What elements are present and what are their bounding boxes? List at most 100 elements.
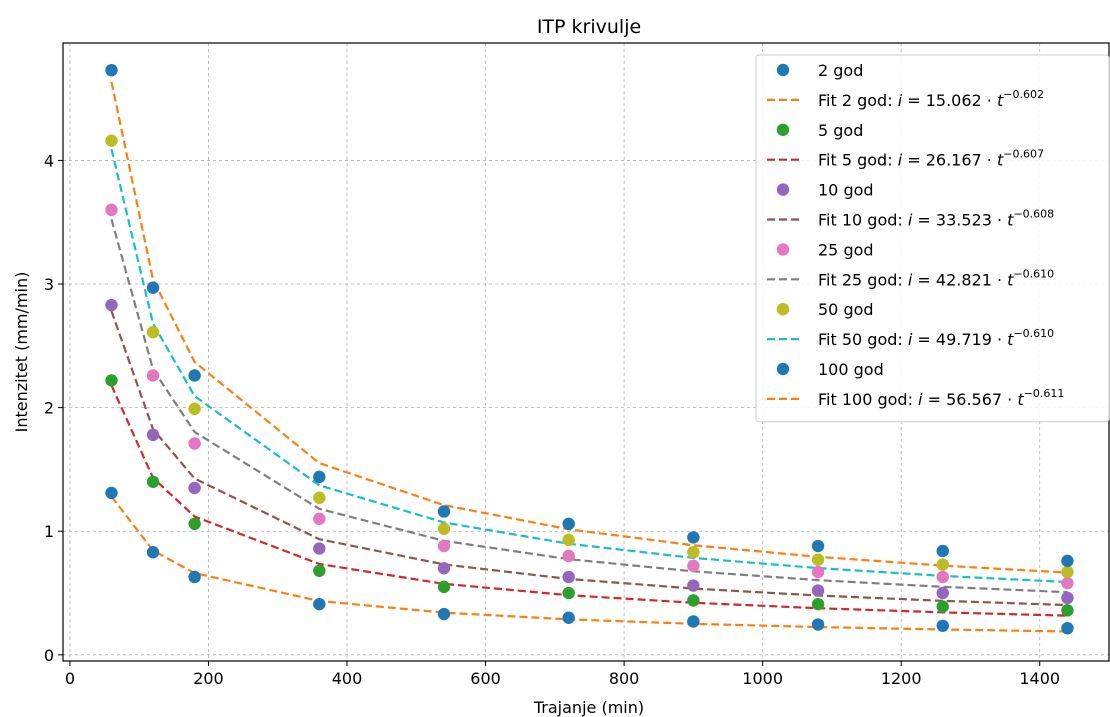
data-point-0-6 [687, 615, 700, 628]
data-point-4-6 [687, 579, 700, 592]
legend-label-9: Fit 50 god: i = 49.719 · t−0.610 [818, 327, 1054, 349]
data-point-10-5 [562, 517, 575, 531]
y-tick-label: 4 [44, 151, 54, 170]
legend-label-11: Fit 100 god: i = 56.567 · t−0.611 [818, 387, 1064, 409]
data-point-10-8 [936, 544, 949, 558]
data-point-8-4 [437, 522, 451, 535]
legend-marker-6 [776, 243, 790, 256]
y-tick-label: 3 [44, 275, 54, 294]
legend-marker-0 [776, 63, 790, 77]
data-point-8-3 [313, 491, 326, 505]
data-point-2-2 [188, 517, 201, 531]
data-point-6-0 [105, 203, 118, 217]
y-tick-label: 2 [44, 399, 54, 418]
data-point-6-2 [188, 437, 201, 450]
x-tick-label: 1000 [742, 669, 783, 688]
legend-label-8: 50 god [818, 300, 874, 319]
legend-label-7: Fit 25 god: i = 42.821 · t−0.610 [818, 267, 1054, 289]
chart-title: ITP krivulje [537, 16, 641, 38]
fit-line-5 [110, 310, 1068, 607]
legend-label-4: 10 god [818, 181, 874, 200]
data-point-10-9 [1061, 554, 1074, 568]
data-point-4-1 [146, 428, 160, 442]
data-point-6-6 [687, 559, 700, 573]
legend-box [755, 54, 1110, 423]
legend-label-0: 2 god [818, 61, 863, 80]
fit-line-1 [110, 495, 1068, 633]
y-axis-label: Intenzitet (mm/min) [12, 272, 31, 433]
legend-label-10: 100 god [818, 360, 884, 379]
legend-label-3: Fit 5 god: i = 26.167 · t−0.607 [818, 148, 1044, 170]
data-point-8-8 [936, 558, 949, 571]
data-point-6-9 [1061, 576, 1074, 590]
data-point-0-7 [811, 618, 825, 631]
data-point-8-1 [146, 326, 160, 339]
data-point-2-7 [811, 597, 825, 611]
data-point-8-9 [1061, 565, 1074, 579]
legend-marker-4 [776, 183, 790, 196]
legend-marker-2 [776, 123, 790, 136]
data-point-2-5 [562, 586, 575, 600]
data-point-4-3 [313, 542, 326, 555]
data-point-6-8 [936, 570, 949, 584]
data-point-10-3 [313, 470, 326, 484]
data-point-10-7 [811, 539, 825, 553]
data-point-4-7 [811, 584, 825, 597]
data-point-2-6 [687, 594, 700, 607]
x-tick-label: 800 [609, 669, 640, 688]
data-point-10-1 [146, 281, 160, 294]
data-point-0-4 [437, 607, 451, 621]
x-tick-label: 400 [332, 669, 363, 688]
data-point-4-0 [105, 298, 118, 312]
data-point-0-3 [313, 597, 326, 611]
data-point-0-0 [105, 486, 118, 500]
legend: 2 god Fit 2 god: i = 15.062 · t−0.602 5 go… [755, 54, 1110, 423]
data-point-4-2 [188, 481, 201, 495]
fit-line-9 [110, 148, 1068, 584]
data-point-2-9 [1061, 604, 1074, 617]
data-point-10-6 [687, 531, 700, 544]
fit-line-3 [110, 384, 1068, 617]
x-tick-label: 0 [65, 669, 75, 688]
data-point-2-1 [146, 475, 160, 488]
x-tick-label: 200 [193, 669, 224, 688]
data-point-8-6 [687, 546, 700, 559]
data-point-4-9 [1061, 591, 1074, 605]
data-point-4-5 [562, 570, 575, 584]
legend-label-5: Fit 10 god: i = 33.523 · t−0.608 [818, 208, 1054, 230]
data-point-6-4 [437, 539, 451, 553]
data-point-2-8 [936, 600, 949, 613]
data-point-2-3 [313, 564, 326, 577]
x-tick-label: 600 [470, 669, 501, 688]
x-tick-label: 1200 [881, 669, 922, 688]
data-point-8-5 [562, 533, 575, 547]
legend-label-1: Fit 2 god: i = 15.062 · t−0.602 [818, 88, 1044, 110]
legend-marker-10 [776, 362, 790, 376]
data-point-10-4 [437, 505, 451, 518]
data-point-2-4 [437, 580, 451, 594]
x-tick-label: 1400 [1019, 669, 1060, 688]
data-point-8-7 [811, 553, 825, 566]
y-tick-label: 0 [44, 646, 54, 665]
data-point-6-5 [562, 549, 575, 563]
legend-marker-8 [776, 303, 790, 316]
data-point-0-8 [936, 619, 949, 632]
x-axis-label: Trajanje (min) [533, 698, 644, 717]
legend-label-2: 5 god [818, 121, 863, 140]
data-point-4-4 [437, 562, 451, 575]
data-point-0-1 [146, 546, 160, 559]
data-point-10-2 [188, 369, 201, 382]
fit-line-7 [110, 219, 1068, 594]
data-point-6-3 [313, 512, 326, 526]
series-layer [105, 63, 1074, 635]
data-point-0-2 [188, 570, 201, 584]
data-point-0-9 [1061, 622, 1074, 635]
legend-label-6: 25 god [818, 240, 874, 259]
data-point-2-0 [105, 374, 118, 387]
data-point-0-5 [562, 611, 575, 624]
data-point-8-0 [105, 134, 118, 147]
y-tick-label: 1 [44, 522, 54, 541]
data-point-6-1 [146, 369, 160, 382]
